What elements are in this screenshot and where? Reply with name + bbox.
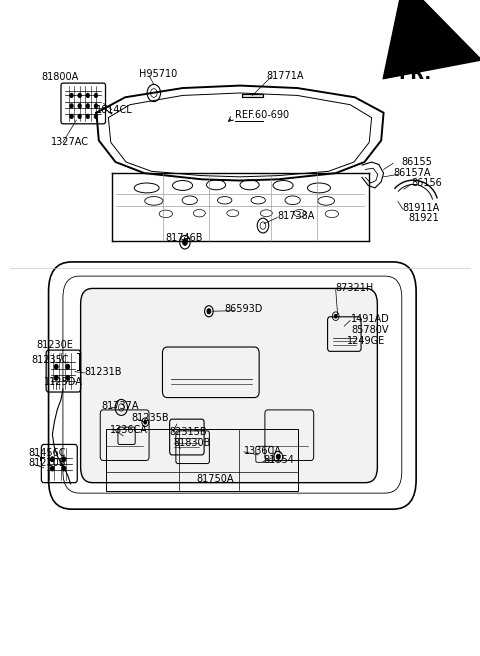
Circle shape: [70, 93, 73, 98]
Text: FR.: FR.: [398, 66, 431, 83]
Text: 86593D: 86593D: [224, 304, 263, 314]
Circle shape: [144, 420, 147, 424]
Text: 81746B: 81746B: [166, 234, 204, 243]
Circle shape: [94, 93, 98, 98]
Text: 81750A: 81750A: [196, 474, 233, 484]
Circle shape: [78, 93, 82, 98]
Text: 1249GE: 1249GE: [347, 336, 385, 346]
Circle shape: [62, 457, 66, 462]
Circle shape: [66, 364, 70, 369]
Text: 81456C: 81456C: [28, 448, 66, 458]
Circle shape: [70, 114, 73, 119]
Circle shape: [182, 239, 187, 245]
Text: 81230E: 81230E: [36, 340, 73, 350]
Circle shape: [86, 93, 90, 98]
Text: 81210B: 81210B: [28, 458, 66, 468]
Circle shape: [66, 375, 70, 380]
Text: 82315B: 82315B: [169, 427, 207, 437]
Text: 81921: 81921: [408, 213, 439, 222]
Circle shape: [334, 314, 337, 318]
Circle shape: [86, 114, 90, 119]
Text: 1336CA: 1336CA: [110, 424, 148, 435]
Circle shape: [207, 309, 211, 314]
Text: 81235B: 81235B: [131, 413, 168, 423]
Circle shape: [94, 104, 98, 108]
Circle shape: [54, 375, 58, 380]
Circle shape: [62, 466, 66, 471]
Text: 87321H: 87321H: [336, 283, 374, 293]
Text: 1491AD: 1491AD: [351, 314, 390, 324]
Text: 81737A: 81737A: [101, 401, 139, 411]
FancyBboxPatch shape: [81, 289, 377, 483]
Circle shape: [94, 114, 98, 119]
Circle shape: [50, 466, 54, 471]
Text: 81911A: 81911A: [403, 203, 440, 213]
Text: 1327AC: 1327AC: [51, 137, 89, 148]
Text: 81754: 81754: [263, 455, 294, 466]
Circle shape: [78, 114, 82, 119]
Circle shape: [276, 455, 280, 459]
Text: 1125DA: 1125DA: [44, 377, 83, 386]
Text: 81235C: 81235C: [32, 355, 70, 365]
Text: 81231B: 81231B: [84, 367, 122, 377]
Text: 86157A: 86157A: [393, 167, 431, 178]
Text: 81738A: 81738A: [277, 211, 315, 221]
Text: 85780V: 85780V: [351, 325, 388, 335]
Text: 86155: 86155: [402, 157, 432, 167]
Text: 1336CA: 1336CA: [244, 445, 282, 456]
Text: 81800A: 81800A: [41, 72, 79, 82]
Text: H95710: H95710: [140, 70, 178, 79]
Circle shape: [70, 104, 73, 108]
Text: 81830B: 81830B: [173, 438, 210, 447]
Circle shape: [54, 364, 58, 369]
Text: 1014CL: 1014CL: [96, 104, 133, 115]
Text: 81771A: 81771A: [266, 71, 304, 81]
Circle shape: [86, 104, 90, 108]
Circle shape: [50, 457, 54, 462]
Text: 86156: 86156: [411, 178, 442, 188]
Circle shape: [78, 104, 82, 108]
Text: REF.60-690: REF.60-690: [235, 110, 289, 120]
